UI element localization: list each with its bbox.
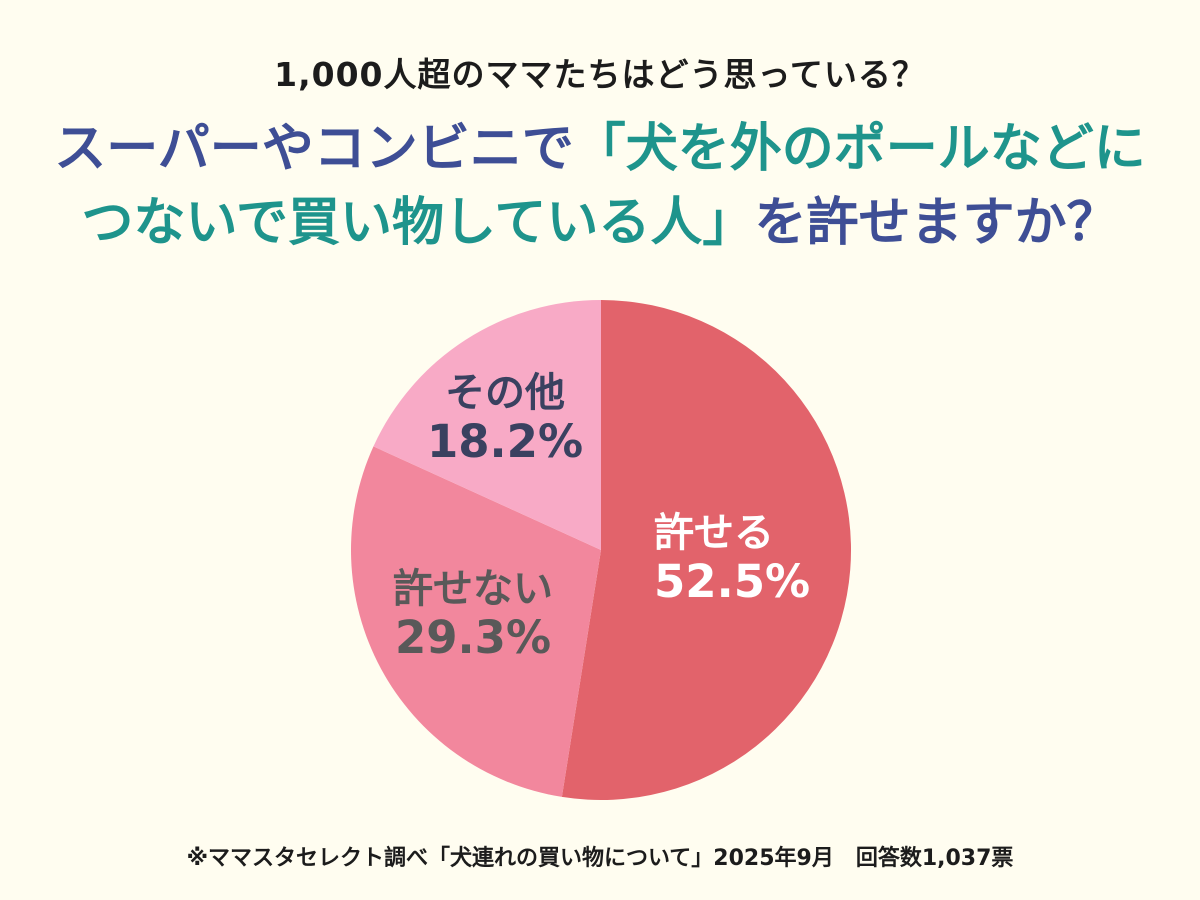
main-title-segment: つないで買い物している人」: [81, 193, 755, 253]
source-note: ※ママスタセレクト調べ「犬連れの買い物について」2025年9月 回答数1,037…: [186, 846, 1014, 871]
main-title-segment: スーパーやコンビニで: [54, 119, 574, 179]
main-title-line: つないで買い物している人」を許せますか？: [0, 186, 1200, 260]
pie-chart: [350, 300, 852, 800]
main-title: スーパーやコンビニで「犬を外のポールなどに つないで買い物している人」を許せますか…: [0, 112, 1200, 260]
pie-slice: [350, 446, 601, 797]
pie-chart-area: [341, 290, 861, 810]
main-title-segment: 「犬を外のポールなどに: [573, 119, 1146, 179]
kicker-heading: 1,000人超のママたちはどう思っている？: [274, 55, 926, 94]
pie-slice: [561, 300, 852, 800]
main-title-segment: を許せますか？: [754, 193, 1119, 253]
pie-slice: [373, 300, 601, 550]
main-title-line: スーパーやコンビニで「犬を外のポールなどに: [0, 112, 1200, 186]
